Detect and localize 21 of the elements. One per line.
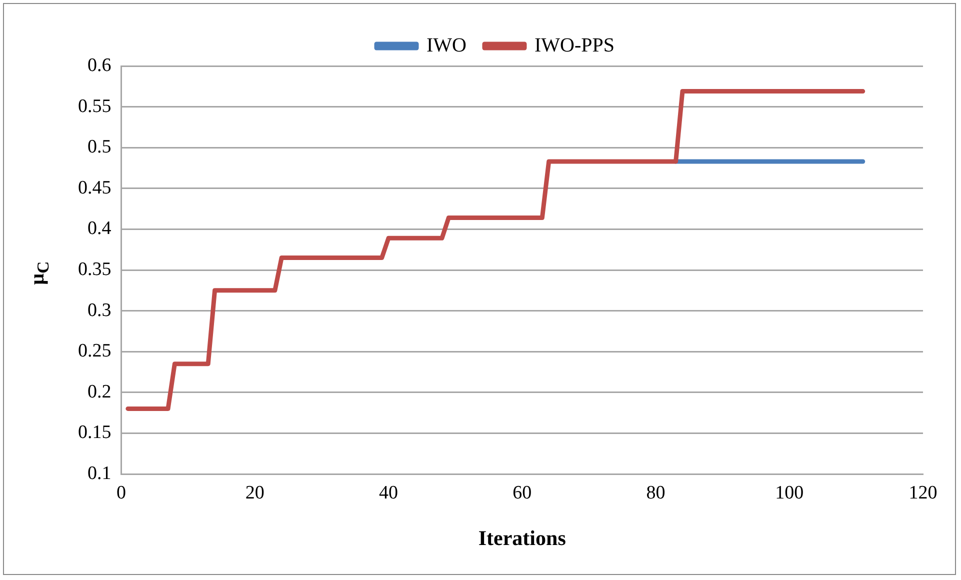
y-tick-label: 0.35 — [78, 258, 112, 280]
x-tick-label: 20 — [245, 482, 264, 504]
x-tick-label: 0 — [116, 482, 126, 504]
y-tick-label: 0.3 — [88, 300, 112, 321]
y-tick-label: 0.15 — [78, 422, 112, 444]
x-axis-title: Iterations — [478, 526, 566, 550]
legend-label: IWO-PPS — [534, 34, 614, 56]
legend-label: IWO — [426, 34, 466, 56]
x-tick-label: 120 — [908, 482, 938, 504]
x-tick-label: 60 — [512, 482, 532, 504]
y-tick-label: 0.5 — [88, 136, 112, 158]
y-tick-label: 0.6 — [88, 54, 112, 76]
x-tick-label: 100 — [775, 482, 804, 504]
y-tick-label: 0.2 — [88, 381, 112, 402]
y-tick-label: 0.4 — [88, 218, 112, 240]
y-tick-label: 0.1 — [88, 462, 112, 484]
x-tick-label: 80 — [646, 482, 666, 504]
x-tick-label: 40 — [379, 482, 398, 504]
y-tick-label: 0.25 — [78, 340, 112, 362]
y-tick-label: 0.45 — [78, 177, 112, 198]
y-tick-label: 0.55 — [78, 96, 112, 117]
